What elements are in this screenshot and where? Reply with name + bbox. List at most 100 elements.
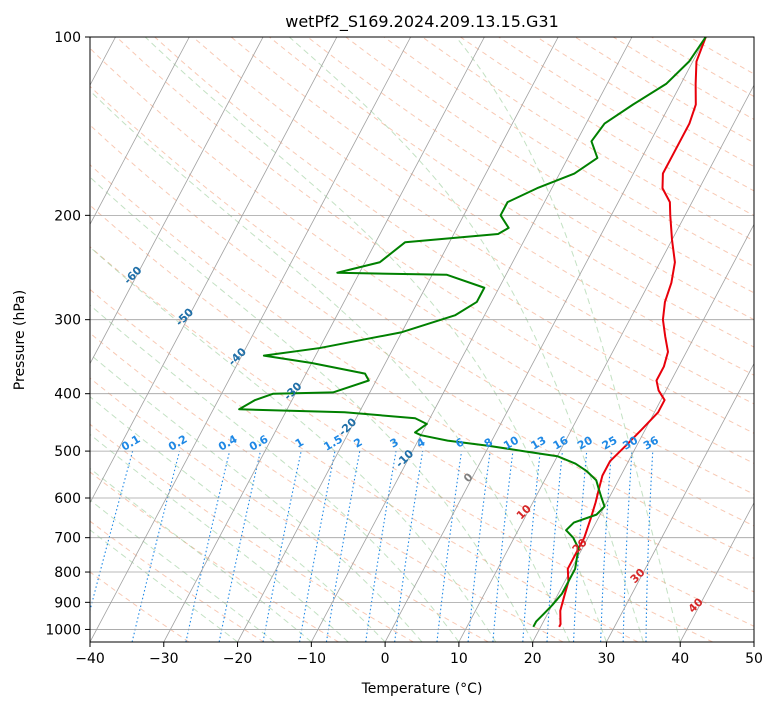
dry-adiabat [154, 37, 754, 434]
y-tick-label: 500 [54, 444, 81, 460]
mixing-ratio-line [394, 451, 424, 642]
dry-adiabat [651, 37, 754, 98]
y-tick-label: 800 [54, 565, 81, 581]
mixing-ratio-label: 0.2 [166, 433, 189, 454]
dry-adiabat [613, 37, 754, 121]
moist-adiabat [90, 304, 460, 642]
mixing-ratio-line [522, 451, 541, 642]
dry-adiabat [689, 37, 754, 75]
x-axis-label: Temperature (°C) [361, 681, 483, 697]
isotherm-line [606, 362, 754, 642]
mixing-ratio-line [218, 450, 262, 642]
mixing-ratio-line [467, 451, 491, 642]
moist-adiabat [90, 499, 275, 642]
mixing-ratio-label: 30 [620, 433, 640, 452]
mixing-ratio-label: 0.4 [216, 432, 240, 453]
moist-adiabat [90, 246, 497, 642]
dewpoint-profile [238, 37, 707, 628]
mixing-ratio-line [546, 451, 563, 642]
y-tick-label: 600 [54, 491, 81, 507]
x-tick-label: −40 [75, 651, 105, 667]
mixing-ratio-line [325, 450, 361, 642]
dry-adiabat [90, 571, 190, 642]
y-axis-label: Pressure (hPa) [12, 290, 28, 390]
x-tick-label: 10 [450, 651, 468, 667]
mixing-ratio-line [492, 451, 514, 642]
y-tick-label: 1000 [45, 622, 81, 638]
isotherm-line [90, 37, 412, 642]
y-tick-label: 700 [54, 531, 81, 547]
isotherm-line [532, 223, 754, 642]
dry-adiabat [498, 37, 754, 192]
dry-adiabat [90, 85, 754, 527]
isotherm-line [310, 37, 633, 642]
mixing-ratio-line [436, 451, 463, 642]
moist-adiabat [90, 396, 386, 642]
moist-adiabat [90, 90, 571, 642]
dry-adiabat [90, 377, 489, 642]
moist-adiabat [90, 467, 312, 642]
mixing-ratio-label: 4 [414, 435, 427, 450]
dry-adiabat [460, 37, 754, 217]
moist-adiabat [90, 529, 238, 642]
mixing-ratio-line [622, 451, 633, 642]
y-tick-label: 400 [54, 387, 81, 403]
dry-adiabat [90, 288, 639, 642]
dry-adiabat [90, 332, 564, 642]
x-tick-label: 50 [745, 651, 763, 667]
sounding-profiles [238, 37, 707, 628]
moist-adiabat [455, 37, 681, 642]
chart-title: wetPf2_S169.2024.209.13.15.G31 [285, 12, 559, 32]
mixing-ratio-label: 36 [641, 433, 661, 452]
dry-adiabat [90, 246, 713, 642]
mixing-ratio-label: 0.1 [119, 433, 142, 454]
x-tick-label: −10 [297, 651, 327, 667]
axis-ticks: −40 −30 −20 −10 0 10 20 30 40 5010020030040050060… [45, 30, 763, 667]
dry-adiabat [90, 204, 754, 627]
mixing-ratio-label: 25 [600, 434, 620, 453]
isotherm-line [90, 37, 190, 226]
isotherm-line [90, 37, 264, 365]
dry-adiabat [90, 520, 265, 642]
mixing-ratio-line [262, 450, 302, 642]
x-tick-label: 20 [524, 651, 542, 667]
mixing-ratio-line [185, 450, 231, 642]
dry-adiabat [90, 47, 754, 495]
isotherm-line [163, 37, 485, 642]
dry-adiabat [421, 37, 754, 242]
dry-adiabat [269, 37, 754, 348]
dry-adiabat [345, 37, 754, 294]
y-tick-label: 200 [54, 208, 81, 224]
isotherm-line [237, 37, 559, 642]
y-tick-label: 900 [54, 595, 81, 611]
x-tick-label: 30 [598, 651, 616, 667]
moist-adiabat [288, 37, 644, 642]
isotherm-line [90, 37, 338, 504]
x-tick-label: −30 [149, 651, 179, 667]
y-tick-label: 100 [54, 30, 81, 46]
plot-frame [89, 36, 755, 643]
dry-adiabat [574, 37, 754, 144]
mixing-ratio-label: 3 [388, 436, 401, 451]
dry-adiabat [230, 37, 754, 376]
isotherm-label: 0 [461, 470, 476, 485]
dry-adiabat [90, 423, 414, 642]
mixing-ratio-label: 20 [575, 433, 595, 452]
dry-adiabat [307, 37, 754, 321]
mixing-ratio-line [90, 450, 134, 613]
moist-adiabat [90, 433, 349, 642]
mixing-ratio-line [645, 451, 654, 642]
x-tick-label: 0 [381, 651, 390, 667]
isotherm-line [458, 84, 754, 642]
x-tick-label: 40 [671, 651, 689, 667]
isotherm-line [679, 501, 754, 642]
isotherm-line [384, 37, 707, 642]
x-tick-label: −20 [223, 651, 253, 667]
mixing-ratio-label: 1 [293, 436, 306, 451]
mixing-ratio-line [131, 450, 181, 642]
moist-adiabat [90, 176, 534, 642]
y-tick-label: 300 [54, 313, 81, 329]
temperature-profile [558, 37, 707, 628]
